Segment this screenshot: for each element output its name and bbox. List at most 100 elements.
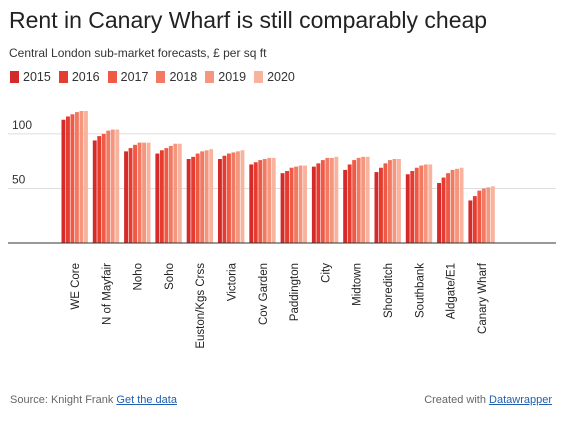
bar-chart: 50 100 WE Core N of Mayfair Noho Soho Euston/K… [8,111,556,349]
bar-victoria-2015 [218,159,222,243]
bar-paddington-2015 [280,173,285,243]
bar-we-core-2018 [75,112,79,243]
legend-label: 2017 [120,70,149,84]
bar-aldgate-e1-2018 [450,169,455,243]
bar-aldgate-e1-2017 [446,173,450,243]
bar-canary-wharf-2016 [472,196,477,243]
legend-swatch [156,71,166,83]
bar-city-2016 [316,163,321,243]
category-label: Noho [133,263,145,291]
y-tick-label: 100 [12,118,32,132]
bar-n-of-mayfair-2019 [110,129,115,243]
legend-label: 2016 [71,70,100,84]
bar-paddington-2020 [303,165,307,243]
bar-city-2017 [320,160,325,243]
source-text: Source: Knight Frank [10,394,114,406]
legend-item-2015: 2015 [10,70,51,84]
bar-paddington-2016 [285,171,289,243]
bar-soho-2017 [164,148,169,243]
bar-noho-2016 [128,148,133,243]
bar-soho-2018 [168,145,173,243]
category-label: City [320,263,332,283]
bar-midtown-2018 [356,157,361,243]
legend-item-2020: 2020 [254,70,295,84]
bar-midtown-2017 [352,160,357,243]
bar-midtown-2020 [365,156,370,243]
bar-shoreditch-2018 [388,160,392,243]
bar-euston-kgs-crss-2020 [209,149,214,243]
bar-shoreditch-2019 [392,159,397,243]
source-note: Source: Knight Frank Get the data [10,394,177,406]
bar-soho-2019 [173,143,178,243]
bar-noho-2019 [142,142,146,243]
bar-we-core-2020 [84,111,88,243]
credit-note: Created with Datawrapper [424,394,552,406]
bar-n-of-mayfair-2018 [106,130,111,243]
legend-label: 2020 [267,70,295,84]
chart-subtitle: Central London sub-market forecasts, £ p… [9,46,267,60]
bar-paddington-2019 [298,165,303,243]
bar-euston-kgs-crss-2015 [186,159,191,243]
legend: 2015 2016 2017 2018 2019 2020 [10,70,295,84]
bar-soho-2016 [159,150,164,243]
bar-canary-wharf-2017 [477,190,482,243]
bar-noho-2018 [137,142,142,243]
legend-item-2018: 2018 [156,70,197,84]
bar-canary-wharf-2015 [468,200,473,243]
category-label: Paddington [289,263,301,321]
bar-euston-kgs-crss-2017 [195,153,200,243]
bar-southbank-2018 [419,165,424,243]
bar-victoria-2020 [240,150,245,243]
bar-shoreditch-2015 [374,172,379,243]
bar-city-2018 [325,157,330,243]
category-label: Aldgate/E1 [446,263,458,319]
bar-paddington-2017 [289,167,294,243]
bar-aldgate-e1-2019 [455,168,459,243]
category-label: WE Core [70,263,82,310]
bar-euston-kgs-crss-2016 [191,156,196,243]
bar-southbank-2016 [410,171,415,243]
bar-cov-garden-2020 [271,157,276,243]
bar-city-2019 [329,157,334,243]
legend-label: 2015 [23,70,51,84]
bar-city-2015 [311,166,316,243]
bar-n-of-mayfair-2015 [92,140,97,243]
bar-paddington-2018 [294,166,298,243]
bar-cov-garden-2019 [267,157,272,243]
legend-swatch [205,71,215,83]
bar-southbank-2020 [428,164,433,243]
bar-midtown-2015 [343,169,348,243]
bar-aldgate-e1-2015 [437,183,441,243]
credit-text: Created with [424,394,486,406]
bar-midtown-2016 [347,164,352,243]
bar-southbank-2019 [423,164,428,243]
bar-euston-kgs-crss-2018 [200,151,205,243]
legend-item-2019: 2019 [205,70,246,84]
bar-noho-2020 [146,142,151,243]
bar-soho-2020 [177,143,182,243]
bar-n-of-mayfair-2016 [97,136,102,243]
legend-swatch [254,71,264,83]
chart-title: Rent in Canary Wharf is still comparably… [9,7,488,33]
legend-swatch [107,71,117,83]
datawrapper-link[interactable]: Datawrapper [489,394,552,406]
bar-shoreditch-2017 [383,163,388,243]
category-label: Canary Wharf [477,262,489,334]
bar-midtown-2019 [361,156,366,243]
bar-shoreditch-2020 [397,159,401,243]
legend-item-2017: 2017 [107,70,149,84]
bar-n-of-mayfair-2020 [115,129,120,243]
legend-swatch [58,71,68,83]
category-label: Euston/Kgs Crss [195,263,207,349]
get-the-data-link[interactable]: Get the data [116,394,177,406]
bar-cov-garden-2017 [258,160,263,243]
bar-victoria-2016 [222,155,227,243]
legend-swatch [10,71,19,83]
bar-we-core-2017 [70,114,75,243]
category-label: Southbank [414,263,426,318]
legend-label: 2018 [169,70,198,84]
legend-label: 2019 [218,70,247,84]
bar-aldgate-e1-2016 [441,177,446,243]
bar-we-core-2016 [66,116,70,243]
category-label: Midtown [352,263,364,306]
